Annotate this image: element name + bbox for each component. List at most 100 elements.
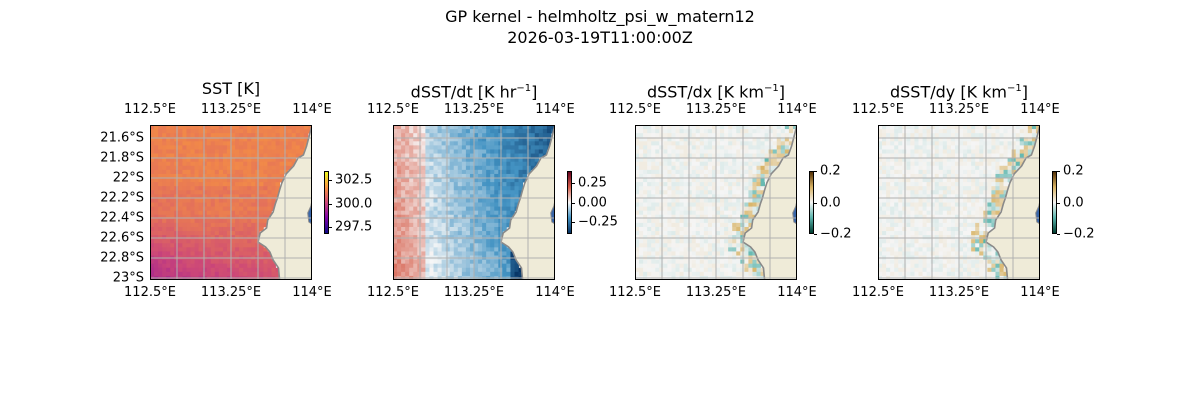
field-cell xyxy=(263,125,268,130)
field-cell xyxy=(210,259,216,265)
field-cell xyxy=(474,202,479,207)
field-cell xyxy=(510,137,515,142)
field-cell xyxy=(780,137,786,142)
field-cell xyxy=(421,165,426,171)
field-cell xyxy=(437,137,442,142)
field-cell xyxy=(449,247,455,252)
field-cell xyxy=(942,137,948,142)
field-cell xyxy=(756,271,761,277)
field-cell xyxy=(914,149,919,154)
field-cell xyxy=(878,231,883,236)
field-cell xyxy=(639,194,644,199)
field-cell xyxy=(987,173,992,179)
field-cell xyxy=(882,149,887,154)
field-cell xyxy=(946,165,952,171)
field-cell xyxy=(938,125,944,130)
field-cell xyxy=(202,247,208,252)
field-cell xyxy=(703,239,709,244)
field-cell xyxy=(474,149,479,154)
field-cell xyxy=(178,145,183,150)
field-cell xyxy=(703,186,709,191)
field-cell xyxy=(967,182,972,187)
field-cell xyxy=(724,198,729,203)
field-cell xyxy=(987,259,992,265)
field-cell xyxy=(490,153,495,159)
field-cell xyxy=(267,198,272,203)
field-cell xyxy=(401,218,406,224)
field-cell xyxy=(699,137,705,142)
field-cell xyxy=(979,149,984,154)
x-tick-label-top: 114°E xyxy=(292,102,332,117)
field-cell xyxy=(437,178,442,183)
field-cell xyxy=(959,259,964,265)
field-cell xyxy=(178,235,183,240)
field-cell xyxy=(732,153,737,159)
field-cell xyxy=(728,243,733,248)
field-cell xyxy=(449,271,455,277)
field-cell xyxy=(413,149,418,154)
field-cell xyxy=(425,141,430,146)
field-cell xyxy=(959,231,964,236)
field-cell xyxy=(720,182,725,187)
field-cell xyxy=(906,153,911,159)
field-cell xyxy=(934,239,940,244)
field-cell xyxy=(898,137,903,142)
field-cell xyxy=(259,259,264,265)
field-cell xyxy=(910,125,915,130)
field-cell xyxy=(486,178,491,183)
field-cell xyxy=(995,259,1000,265)
field-cell xyxy=(202,263,208,269)
field-cell xyxy=(393,149,398,154)
field-cell xyxy=(494,194,499,199)
field-cell xyxy=(441,145,447,150)
field-cell xyxy=(655,206,660,212)
field-cell xyxy=(724,218,729,224)
field-cell xyxy=(643,239,648,244)
field-cell xyxy=(510,153,515,159)
field-cell xyxy=(429,125,434,130)
field-cell xyxy=(449,222,455,228)
field-cell xyxy=(890,153,895,159)
field-cell xyxy=(486,214,491,220)
field-cell xyxy=(724,190,729,195)
field-cell xyxy=(890,161,895,167)
field-cell xyxy=(671,198,676,203)
field-cell xyxy=(942,214,948,220)
field-cell xyxy=(494,210,499,216)
field-cell xyxy=(918,190,923,195)
field-cell xyxy=(409,190,414,195)
field-cell xyxy=(651,145,656,150)
field-cell xyxy=(263,259,268,265)
field-cell xyxy=(639,157,644,163)
field-cell xyxy=(967,129,972,134)
field-cell xyxy=(716,157,721,163)
field-cell xyxy=(987,165,992,171)
field-cell xyxy=(243,251,248,256)
field-cell xyxy=(287,129,293,134)
field-cell xyxy=(752,190,757,195)
field-cell xyxy=(178,247,183,252)
field-cell xyxy=(405,182,410,187)
field-cell xyxy=(671,251,676,256)
field-cell xyxy=(930,214,936,220)
field-cell xyxy=(162,259,167,265)
field-cell xyxy=(206,153,212,159)
field-cell xyxy=(991,198,996,203)
field-cell xyxy=(1027,129,1033,134)
field-cell xyxy=(190,206,195,212)
field-cell xyxy=(482,173,487,179)
field-cell xyxy=(401,206,406,212)
field-cell xyxy=(247,218,252,224)
field-cell xyxy=(279,145,285,150)
field-cell xyxy=(490,239,495,244)
field-cell xyxy=(979,263,984,269)
field-cell xyxy=(683,145,689,150)
field-cell xyxy=(243,263,248,269)
field-cell xyxy=(271,137,276,142)
field-cell xyxy=(190,271,195,277)
field-cell xyxy=(190,169,195,175)
field-cell xyxy=(890,141,895,146)
field-cell xyxy=(938,218,944,224)
field-cell xyxy=(393,271,398,277)
field-cell xyxy=(231,235,236,240)
